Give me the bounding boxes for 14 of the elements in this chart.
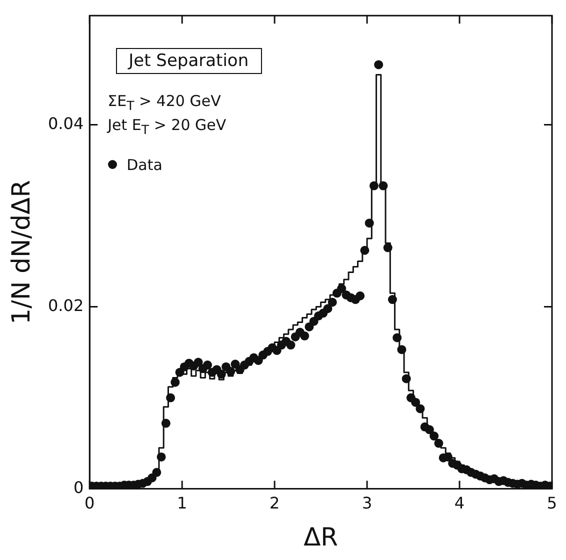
- x-tick-label: 1: [177, 494, 188, 513]
- x-axis-title: ΔR: [304, 522, 338, 552]
- x-tick-label: 2: [269, 494, 280, 513]
- y-tick-label: 0.02: [48, 296, 84, 315]
- y-tick-label: 0: [73, 478, 84, 497]
- annotation: ΣE$_{T}$ > 420 GeV: [108, 92, 221, 113]
- y-tick-label: 0.04: [48, 114, 84, 133]
- x-tick-label: 5: [546, 494, 558, 513]
- annotation: Jet E$_{T}$ > 20 GeV: [108, 116, 226, 137]
- annotation: Jet Separation: [116, 48, 262, 74]
- x-tick-label: 4: [454, 494, 465, 513]
- legend-label: Data: [126, 156, 162, 174]
- x-tick-label: 3: [362, 494, 372, 513]
- y-axis-title: 1/N dN/dΔR: [6, 180, 36, 324]
